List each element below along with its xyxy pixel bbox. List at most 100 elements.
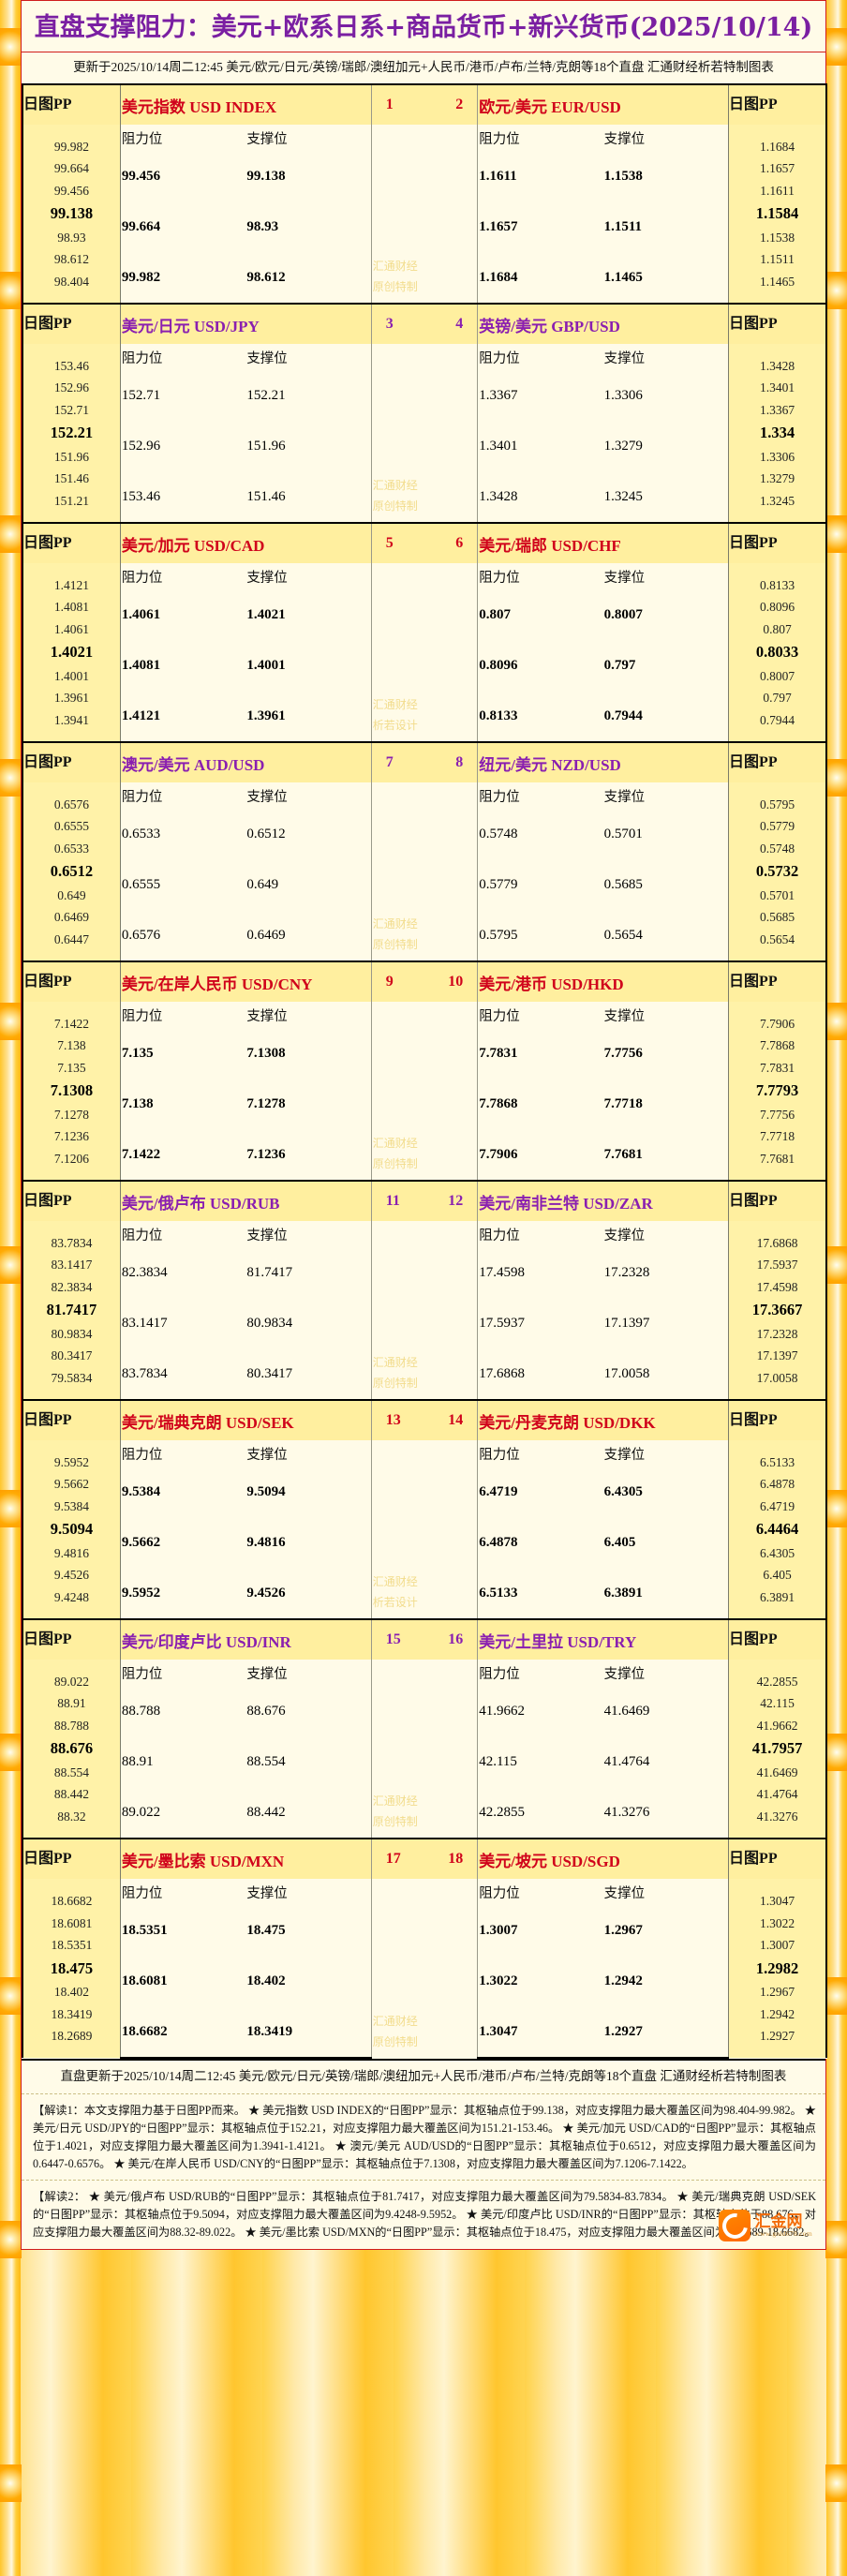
pp-header-left: 日图PP [21, 303, 121, 345]
resistance-value-right: 1.3007 [477, 1905, 603, 1957]
watermark-line-1: 汇通财经 [372, 1575, 418, 1589]
pivot-level-list: 1.3047 1.3022 1.3007 1.2982 1.2967 1.2942 1.29… [729, 1890, 825, 2047]
pivot-point-value: 18.475 [50, 1958, 94, 1977]
footer-summary: 直盘更新于2025/10/14周二12:45 美元/欧元/日元/英镑/瑞郎/澳纽… [22, 2059, 825, 2093]
pivot-level-value: 18.3419 [51, 2006, 93, 2021]
resistance-value-right: 1.3401 [477, 421, 603, 472]
table-row: 9.5384 9.5094 6.4719 6.4305 [22, 1467, 826, 1518]
pp-column-left: 89.022 88.91 88.788 88.676 88.554 88.442 88.32 [21, 1660, 121, 1839]
support-label-left: 支撑位 [245, 563, 372, 590]
block-header-row: 日图PP 美元/在岸人民币 USD/CNY 9 10 美元/港币 USD/HKD 日图PP [21, 960, 828, 1003]
resistance-value-right: 1.3367 [477, 370, 603, 422]
pivot-level-value: 1.1684 [759, 139, 795, 154]
pp-column-right: 1.3428 1.3401 1.3367 1.334 1.3306 1.3279 1.324… [728, 344, 828, 524]
rail-diamond-ornament [825, 1490, 847, 1527]
pivot-level-value: 1.3245 [759, 493, 795, 508]
support-value-left: 151.96 [245, 421, 372, 472]
pivot-level-value: 0.5779 [759, 819, 795, 833]
pivot-level-value: 17.6868 [756, 1235, 798, 1250]
pivot-level-value: 99.456 [53, 183, 90, 198]
pair-index-badges: 9 10 [370, 960, 479, 1003]
pp-column-left: 7.1422 7.138 7.135 7.1308 7.1278 7.1236 7.1206 [21, 1002, 121, 1182]
watermark-line-2: 原创特制 [372, 2034, 418, 2048]
pivot-level-value: 0.5795 [759, 797, 795, 812]
resistance-value-left: 1.4081 [120, 640, 246, 692]
pair-header-right: 美元/坡元 USD/SGD [477, 1838, 729, 1880]
table-row: 7.135 7.1308 7.7831 7.7756 [22, 1028, 826, 1080]
watermark-line-1: 汇通财经 [372, 2015, 418, 2029]
pivot-level-value: 1.3428 [759, 358, 795, 373]
pivot-level-value: 41.6469 [756, 1764, 798, 1779]
resistance-label-right: 阻力位 [477, 563, 603, 590]
resistance-value-right: 1.3428 [477, 471, 603, 525]
pivot-point-value: 0.5732 [755, 862, 799, 880]
support-value-right: 6.3891 [602, 1568, 729, 1621]
resistance-value-left: 99.456 [120, 151, 246, 202]
pivot-level-value: 42.2855 [756, 1674, 798, 1689]
table-row: 1.4061 1.4021 0.807 0.8007 [22, 589, 826, 641]
pivot-level-value: 9.4248 [53, 1589, 90, 1604]
pivot-level-value: 6.405 [763, 1568, 792, 1582]
column-label-row: 18.6682 18.6081 18.5351 18.475 18.402 18.3419… [21, 1879, 828, 2059]
pair-header-right: 美元/丹麦克朗 USD/DKK [477, 1399, 729, 1441]
watermark-cell: 汇通财经 原创特制 [370, 1660, 479, 1839]
pivot-level-value: 0.7944 [759, 712, 795, 727]
support-value-right: 0.7944 [602, 691, 729, 744]
pivot-level-value: 0.6533 [53, 841, 90, 856]
rail-diamond-ornament [0, 1734, 22, 1771]
pivot-point-value: 17.3667 [751, 1301, 803, 1318]
pivot-level-value: 7.7831 [759, 1060, 795, 1075]
support-label-left: 支撑位 [245, 782, 372, 810]
resistance-value-left: 9.5662 [120, 1517, 246, 1569]
support-label-right: 支撑位 [602, 563, 729, 590]
pp-header-right: 日图PP [728, 83, 828, 126]
rail-diamond-ornament [0, 1977, 22, 2015]
pivot-level-value: 0.6576 [53, 797, 90, 812]
resistance-value-left: 88.788 [120, 1686, 246, 1737]
interpretation-note-1: 【解读1：本文支撑阻力基于日图PP而来。 ★ 美元指数 USD INDEX的“日… [22, 2092, 825, 2181]
pivot-level-value: 0.649 [57, 887, 86, 902]
pivot-level-value: 79.5834 [51, 1370, 93, 1385]
pair-header-left: 美元/印度卢比 USD/INR [120, 1618, 372, 1660]
column-label-row: 1.4121 1.4081 1.4061 1.4021 1.4001 1.3961 1.39… [21, 563, 828, 743]
pair-index-badges: 17 18 [370, 1838, 479, 1880]
watermark-line-2: 原创特制 [372, 499, 418, 513]
rail-diamond-ornament [0, 1246, 22, 1284]
pivot-level-list: 83.7834 83.1417 82.3834 81.7417 80.9834 80.34… [23, 1232, 120, 1390]
block-header-row: 日图PP 美元/印度卢比 USD/INR 15 16 美元/土里拉 USD/TRY 日图P… [21, 1618, 828, 1660]
pivot-level-value: 82.3834 [51, 1279, 93, 1294]
support-value-right: 6.4305 [602, 1467, 729, 1518]
support-value-left: 1.3961 [245, 691, 372, 744]
block-header-row: 日图PP 美元指数 USD INDEX 1 2 欧元/美元 EUR/USD 日图PP [21, 83, 828, 126]
support-value-right: 41.3276 [602, 1787, 729, 1840]
resistance-value-left: 83.1417 [120, 1298, 246, 1349]
rail-diamond-ornament [0, 2464, 22, 2502]
resistance-value-left: 152.71 [120, 370, 246, 422]
pair-header-right: 欧元/美元 EUR/USD [477, 83, 729, 126]
resistance-value-left: 7.135 [120, 1028, 246, 1080]
resistance-value-right: 1.1684 [477, 252, 603, 305]
table-row: 152.96 151.96 1.3401 1.3279 [22, 421, 826, 472]
watermark-line-2: 原创特制 [372, 279, 418, 293]
support-value-left: 7.1308 [245, 1028, 372, 1080]
right-decorative-rail [825, 0, 847, 2576]
support-value-right: 17.1397 [602, 1298, 729, 1349]
support-label-left: 支撑位 [245, 1660, 372, 1687]
watermark-line-2: 原创特制 [372, 1376, 418, 1390]
resistance-value-left: 0.6555 [120, 859, 246, 911]
title-bar: 直盘支撑阻力：美元+欧系日系+商品货币+新兴货币(2025/10/14) [22, 1, 825, 52]
pp-column-right: 0.5795 0.5779 0.5748 0.5732 0.5701 0.5685 0.56… [728, 782, 828, 962]
resistance-value-right: 42.115 [477, 1736, 603, 1788]
pivot-point-value: 9.5094 [50, 1520, 94, 1538]
pivot-level-list: 99.982 99.664 99.456 99.138 98.93 98.612 98.40… [23, 136, 120, 293]
rail-diamond-ornament [825, 28, 847, 66]
rail-diamond-ornament [825, 2221, 847, 2258]
pp-header-right: 日图PP [728, 1180, 828, 1222]
pivot-level-list: 42.2855 42.115 41.9662 41.7957 41.6469 41.476… [729, 1671, 825, 1828]
pivot-level-value: 7.1236 [53, 1129, 90, 1143]
pivot-level-value: 88.554 [53, 1764, 90, 1779]
resistance-value-right: 1.1657 [477, 201, 603, 253]
